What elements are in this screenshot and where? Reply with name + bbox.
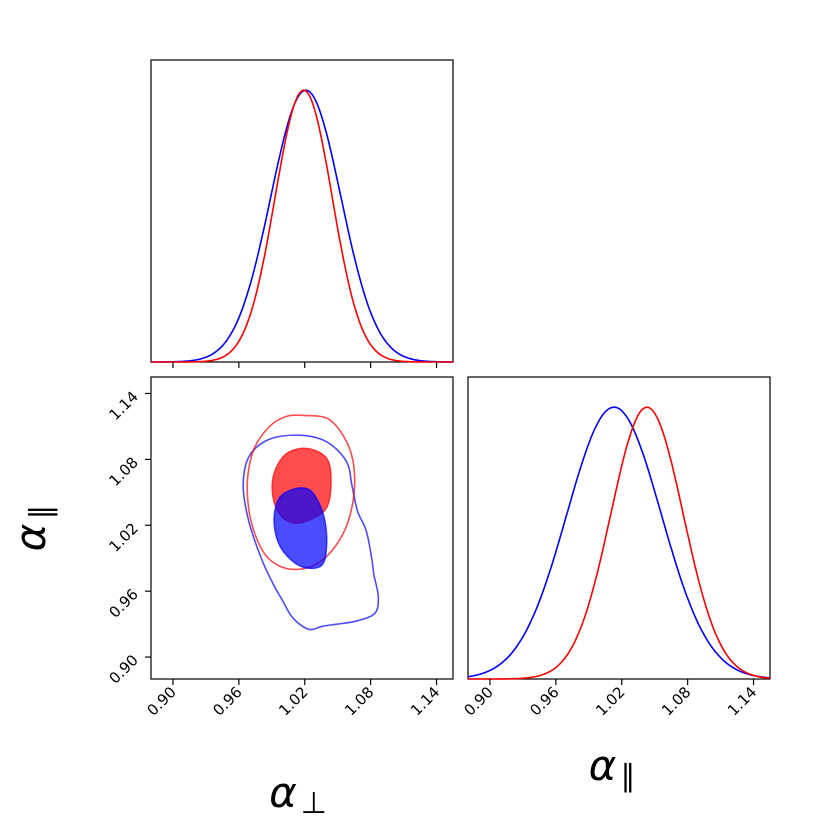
red-alpha-par-marginal bbox=[468, 406, 771, 680]
x-tick-label: 1.02 bbox=[275, 683, 311, 719]
panel-frame bbox=[150, 376, 454, 680]
x-tick-label: 1.14 bbox=[407, 683, 443, 719]
y-tick-label: 1.02 bbox=[105, 519, 141, 555]
x-tick-label: 0.96 bbox=[526, 683, 562, 719]
blue-alpha-perp-marginal bbox=[151, 89, 454, 363]
blue-alpha-par-marginal bbox=[467, 406, 771, 679]
x-tick-label: 0.96 bbox=[209, 683, 245, 719]
y-tick-label: 1.08 bbox=[105, 453, 141, 489]
y-tick-label: 0.96 bbox=[105, 585, 141, 621]
x-tick-label: 1.14 bbox=[724, 683, 760, 719]
y-tick-label: 0.90 bbox=[105, 651, 141, 687]
x-tick-label: 1.08 bbox=[341, 683, 377, 719]
y-tick-label: 1.14 bbox=[105, 388, 141, 424]
red-alpha-perp-marginal bbox=[151, 89, 453, 363]
x-tick-label: 0.90 bbox=[143, 683, 179, 719]
x-tick-label: 1.02 bbox=[592, 683, 628, 719]
marginal-alpha-par-panel: 0.90 0.96 1.02 1.08 1.14 bbox=[460, 376, 771, 719]
x-axis-label-alpha-perp: α ⊥ bbox=[269, 768, 327, 821]
panel-frame bbox=[150, 59, 454, 363]
blue-outer-contour bbox=[242, 434, 380, 631]
blue-inner-contour bbox=[273, 487, 328, 570]
marginal-alpha-perp-panel bbox=[150, 59, 454, 368]
x-axis-label-alpha-par: α ∥ bbox=[589, 741, 636, 794]
x-tick-label: 1.08 bbox=[658, 683, 694, 719]
x-tick-label: 0.90 bbox=[460, 683, 496, 719]
y-axis-label-alpha-par: α∥ bbox=[6, 505, 59, 552]
joint-posterior-panel: 0.90 0.96 1.02 1.08 1.14 0.90 0.96 1.02 1.08 1.14 bbox=[105, 376, 454, 719]
red-outer-contour bbox=[246, 414, 356, 571]
panel-frame bbox=[467, 376, 771, 680]
